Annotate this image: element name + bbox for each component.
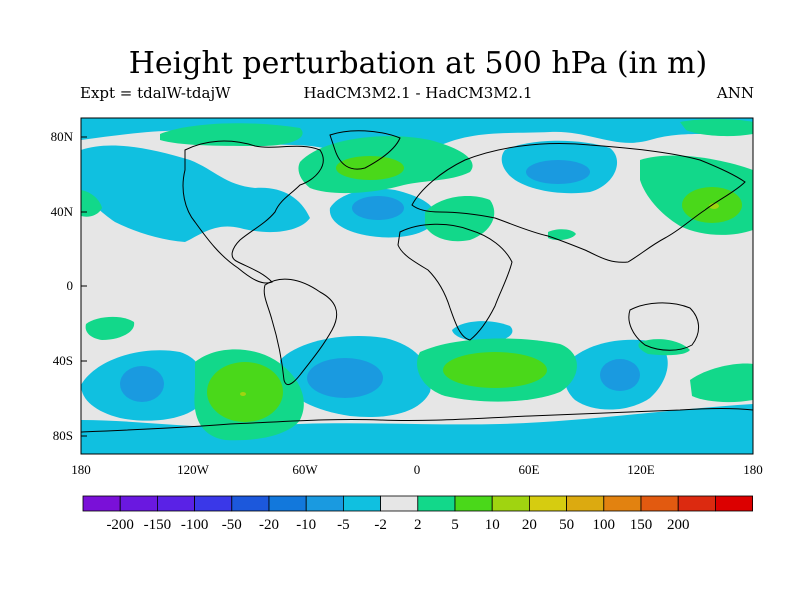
colorbar-swatch — [603, 495, 642, 512]
positive-region-east-pacific — [85, 316, 135, 340]
colorbar: -200 -150 -100 -50 -20 -10 -5 -2 2 5 10 20 50 100 150 2… — [82, 495, 754, 533]
map-title: Height perturbation at 500 hPa (in m) — [128, 46, 708, 81]
lat-label-80n: 80N — [51, 129, 74, 144]
coast-antarctica — [81, 408, 753, 433]
colorbar-swatch — [566, 495, 605, 512]
colorbar-label: -10 — [296, 517, 316, 533]
positive-region-west-edge — [81, 190, 102, 217]
positive-region-arabia — [548, 229, 576, 241]
colorbar-label: -2 — [374, 517, 387, 533]
negative-region-southern-ocean — [81, 404, 753, 454]
colorbar-label: 20 — [522, 517, 537, 533]
colorbar-label: -100 — [181, 517, 209, 533]
colorbar-swatch — [454, 495, 493, 512]
colorbar-label: 150 — [630, 517, 653, 533]
colorbar-label: 100 — [593, 517, 616, 533]
negative-region-north-pacific — [81, 145, 310, 242]
coast-australia — [628, 302, 699, 351]
lon-label-180e: 180 — [743, 462, 763, 477]
colorbar-swatch — [417, 495, 456, 512]
colorbar-swatch — [119, 495, 158, 512]
negative-core-south-pacific — [120, 366, 164, 402]
colorbar-swatch — [268, 495, 307, 512]
latitude-axis: 80N 40N 0 40S 80S — [51, 129, 87, 443]
positive-region-far-north-east — [680, 119, 753, 137]
lon-label-60e: 60E — [519, 462, 540, 477]
positive-peak-central-south-pacific — [240, 392, 246, 396]
map-field — [81, 118, 753, 454]
colorbar-label: 2 — [414, 517, 422, 533]
colorbar-swatch — [380, 495, 419, 512]
colorbar-label: 10 — [485, 517, 500, 533]
coastlines — [81, 130, 753, 433]
lon-label-120e: 120E — [627, 462, 655, 477]
positive-region-australia-south — [638, 339, 690, 356]
positive-core-greenland — [336, 156, 404, 180]
colorbar-swatch — [305, 495, 344, 512]
negative-core-north-atlantic — [352, 196, 404, 220]
positive-region-east-south-pacific — [690, 363, 753, 403]
colorbar-swatch — [82, 495, 121, 512]
colorbar-label: -20 — [259, 517, 279, 533]
lon-label-0: 0 — [414, 462, 421, 477]
longitude-axis: 180 120W 60W 0 60E 120E 180 — [71, 462, 763, 477]
positive-core-central-south-pacific — [207, 362, 283, 422]
colorbar-label: -150 — [144, 517, 172, 533]
lon-label-120w: 120W — [177, 462, 210, 477]
colorbar-swatch — [529, 495, 568, 512]
coast-north-america — [182, 140, 324, 284]
positive-core-south-indian — [443, 352, 547, 388]
lon-label-180w: 180 — [71, 462, 91, 477]
colorbar-swatch — [342, 495, 381, 512]
negative-core-south-atlantic — [307, 358, 383, 398]
colorbar-label: 5 — [451, 517, 459, 533]
colorbar-swatch — [491, 495, 530, 512]
coast-eurasia — [411, 143, 746, 263]
colorbar-label: -5 — [337, 517, 350, 533]
colorbar-swatch — [156, 495, 195, 512]
coast-greenland — [329, 130, 401, 170]
colorbar-label: 50 — [559, 517, 574, 533]
lat-label-80s: 80S — [53, 428, 73, 443]
colorbar-swatch — [715, 495, 754, 512]
negative-region-south-africa — [452, 321, 513, 342]
colorbar-swatch — [640, 495, 679, 512]
negative-core-south-indian — [600, 359, 640, 391]
season-label: ANN — [716, 84, 754, 102]
positive-region-europe — [425, 196, 495, 242]
coast-africa — [397, 223, 513, 341]
coast-south-america — [263, 278, 338, 386]
colorbar-label: -50 — [222, 517, 242, 533]
colorbar-label: 200 — [667, 517, 690, 533]
colorbar-swatch — [677, 495, 716, 512]
colorbar-label: -200 — [106, 517, 134, 533]
lat-label-40n: 40N — [51, 204, 74, 219]
positive-peak-east-asia — [709, 203, 719, 209]
lat-label-40s: 40S — [53, 353, 73, 368]
lat-label-0: 0 — [67, 278, 74, 293]
model-label: HadCM3M2.1 - HadCM3M2.1 — [303, 84, 533, 102]
experiment-label: Expt = tdalW-tdajW — [80, 84, 231, 102]
lon-label-60w: 60W — [292, 462, 318, 477]
colorbar-swatch — [194, 495, 233, 512]
positive-region-arctic-north — [160, 123, 303, 146]
negative-core-eurasia — [526, 160, 590, 184]
colorbar-swatch — [231, 495, 270, 512]
